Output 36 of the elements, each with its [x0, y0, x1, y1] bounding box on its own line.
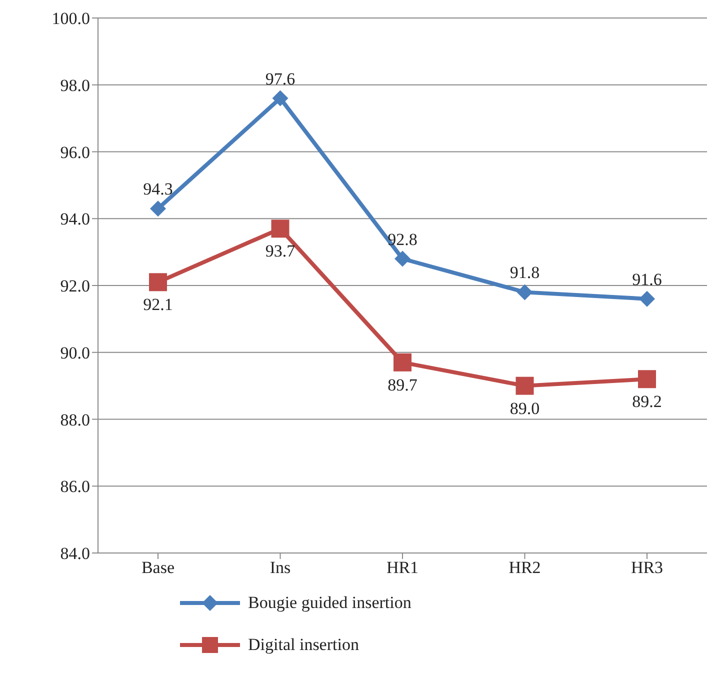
y-tick-label: 90.0: [60, 343, 90, 362]
legend-label: Bougie guided insertion: [248, 593, 412, 613]
y-tick-label: 84.0: [60, 544, 90, 564]
point: [638, 370, 656, 388]
y-tick-label: 100.0: [52, 9, 90, 28]
data-label: 89.7: [388, 375, 418, 394]
data-label: 93.7: [265, 242, 296, 261]
data-label: 91.8: [510, 263, 540, 282]
legend-label: Digital insertion: [248, 635, 359, 655]
y-tick-label: 86.0: [60, 477, 90, 496]
point: [271, 220, 290, 238]
point: [639, 290, 655, 307]
point: [394, 353, 412, 372]
point: [394, 250, 410, 267]
point: [149, 273, 167, 292]
data-label: 92.8: [388, 230, 418, 249]
point: [272, 90, 288, 106]
y-tick-label: 92.0: [60, 276, 90, 296]
y-tick-label: 98.0: [60, 76, 90, 95]
data-label: 91.6: [632, 270, 662, 289]
point: [516, 376, 534, 395]
data-label: 89.2: [632, 392, 662, 412]
data-label: 92.1: [143, 295, 173, 314]
y-tick-label: 88.0: [60, 410, 90, 430]
x-tick-label: Ins: [270, 558, 291, 578]
x-tick-label: HR1: [386, 558, 419, 578]
data-label: 94.3: [143, 180, 173, 199]
x-tick-label: HR2: [508, 558, 541, 578]
data-label: 97.6: [265, 69, 296, 88]
x-tick-label: HR3: [630, 558, 664, 578]
y-tick-label: 94.0: [60, 210, 90, 229]
x-tick-label: Base: [141, 558, 175, 578]
point: [150, 200, 166, 217]
y-tick-label: 96.0: [60, 142, 90, 162]
point: [516, 284, 533, 300]
data-label: 89.0: [510, 398, 540, 418]
